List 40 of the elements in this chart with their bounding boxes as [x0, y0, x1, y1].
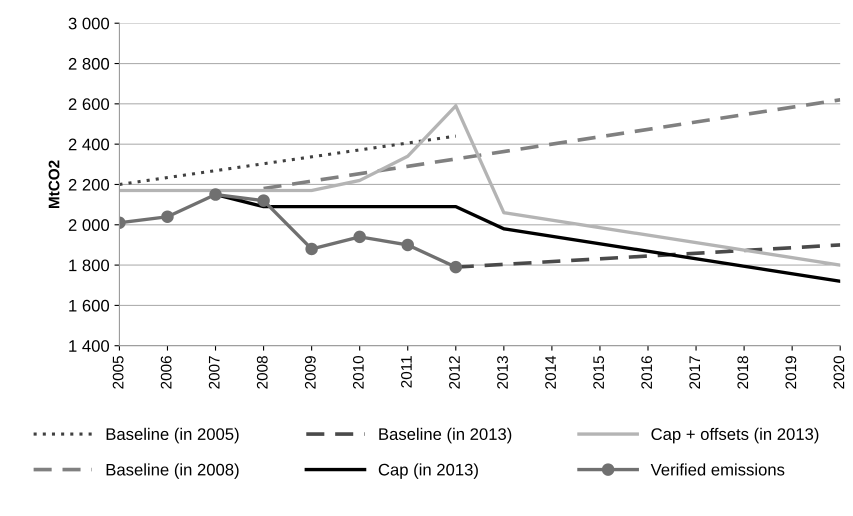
x-tick-label: 2015 — [593, 356, 604, 389]
x-tick-label: 2005 — [112, 356, 124, 389]
point — [401, 238, 414, 252]
legend-label: Baseline (in 2013) — [379, 428, 512, 444]
legend-label: Cap + offsets (in 2013) — [651, 428, 818, 444]
y-tick-label: 2 800 — [68, 58, 110, 70]
legend-label: Baseline (in 2005) — [106, 428, 239, 444]
x-tick-label: 2012 — [449, 356, 460, 389]
point — [450, 260, 462, 274]
y-axis-title: MtCO2 — [48, 160, 60, 208]
x-tick-label: 2019 — [785, 356, 796, 389]
x-tick-label: 2016 — [641, 356, 652, 389]
point — [353, 230, 366, 244]
x-tick-label: 2014 — [545, 356, 556, 389]
x-tick-label: 2018 — [737, 356, 748, 389]
x-tick-label: 2008 — [256, 356, 268, 389]
x-tick-label: 2011 — [401, 356, 412, 388]
y-tick-label: 2 600 — [68, 98, 110, 110]
y-tick-label: 2 000 — [68, 219, 110, 231]
point — [257, 194, 270, 207]
point — [305, 242, 318, 256]
legend-label: Baseline (in 2008) — [106, 463, 239, 479]
x-tick-label: 2010 — [352, 356, 364, 389]
point — [209, 188, 222, 201]
x-tick-label: 2006 — [160, 356, 172, 389]
legend-label: Cap (in 2013) — [378, 463, 478, 479]
x-tick-label: 2013 — [497, 356, 508, 389]
x-tick-label: 2007 — [208, 356, 220, 389]
legend-label: Verified emissions — [650, 463, 784, 476]
x-tick-label: 2017 — [689, 356, 700, 389]
y-tick-label: 1 600 — [69, 300, 110, 312]
line-series — [119, 104, 840, 267]
x-tick-label: 2020 — [833, 356, 844, 389]
y-tick-label: 1 400 — [69, 340, 110, 352]
point — [161, 210, 174, 223]
y-tick-label: 2 200 — [68, 178, 110, 191]
y-tick-label: 3 000 — [68, 18, 110, 30]
x-tick-label: 2009 — [304, 356, 316, 389]
y-tick-label: 2 400 — [68, 138, 110, 150]
y-tick-label: 1 800 — [69, 259, 110, 272]
